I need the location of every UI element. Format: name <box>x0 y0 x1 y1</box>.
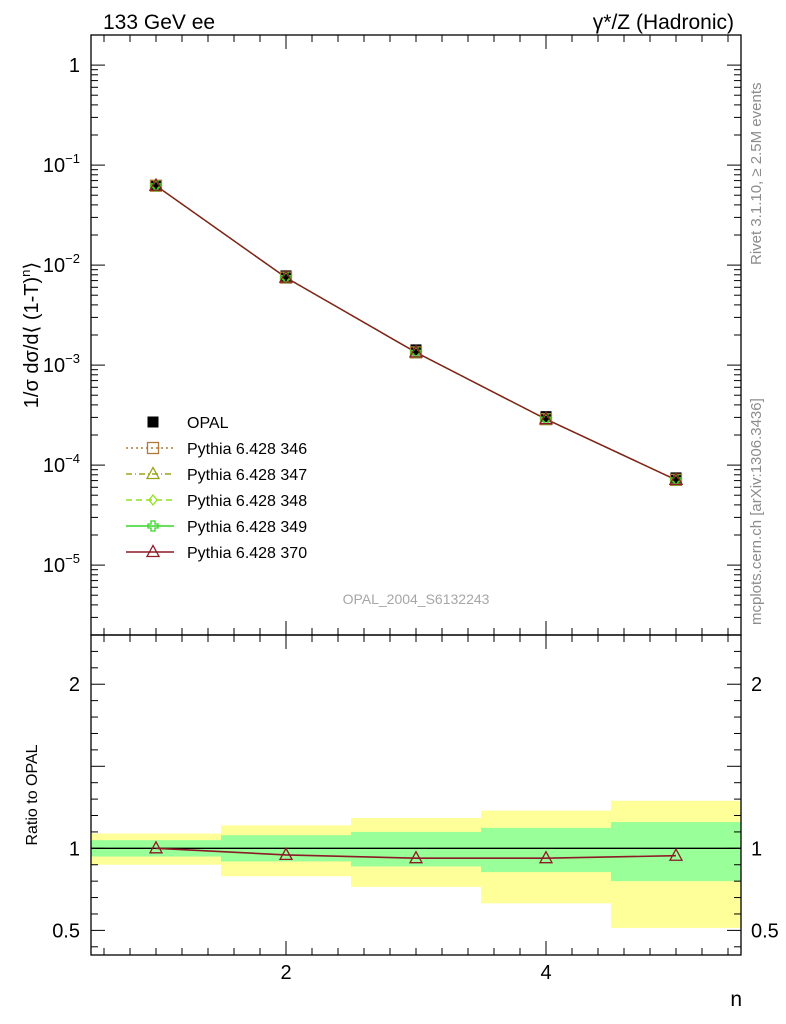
data-point-s0-1 <box>280 270 292 282</box>
ratio-y-tick-label-right: 1 <box>751 838 762 860</box>
x-axis-label: n <box>730 988 742 1011</box>
legend-label-1: Pythia 6.428 346 <box>187 441 307 458</box>
x-tick-label: 2 <box>280 962 291 984</box>
y-tick-label: 10−2 <box>43 251 80 277</box>
legend-marker-1 <box>146 441 160 455</box>
series-line-1 <box>155 185 677 481</box>
rivet-version-text: Rivet 3.1.10, ≥ 2.5M events <box>748 83 765 266</box>
data-point-s0-3 <box>540 411 552 423</box>
series-line-3 <box>155 185 677 481</box>
series-line-5 <box>155 185 677 481</box>
main-y-axis-label-sup: n <box>18 270 33 277</box>
data-point-s5-0 <box>148 177 164 191</box>
green-band-bin <box>351 831 481 867</box>
green-band-bin <box>481 827 611 873</box>
y-tick-label-base: 1 <box>69 55 80 77</box>
main-y-axis-label: 1/σ dσ/d⟨ (1-T)n⟩ <box>18 262 43 408</box>
legend-label-5: Pythia 6.428 370 <box>187 545 307 562</box>
legend: OPAL Pythia 6.428 346 Pythia 6.428 347 Pyth… <box>126 415 307 562</box>
y-tick-label-base: 10 <box>43 255 65 277</box>
ratio-point-0-4 <box>668 847 684 861</box>
legend-label-4: Pythia 6.428 349 <box>187 519 307 536</box>
data-point-s5-4 <box>668 471 684 486</box>
y-tick-label-exp: −4 <box>65 451 80 466</box>
y-tick-label: 10−5 <box>43 551 80 577</box>
y-tick-label-exp: −5 <box>65 551 80 566</box>
ratio-point-0-1 <box>278 847 294 861</box>
green-band-bin <box>611 822 741 882</box>
legend-label-0: OPAL <box>187 415 229 432</box>
y-tick-label: 10−3 <box>43 351 80 377</box>
ratio-y-tick-label-left: 1 <box>69 838 80 860</box>
y-tick-label-base: 10 <box>43 155 65 177</box>
ratio-point-0-3 <box>538 850 554 864</box>
y-tick-label: 1 <box>69 55 80 77</box>
y-tick-label-exp: −3 <box>65 351 80 366</box>
ratio-plot-panel: 0.5 0.5 1 1 2 2 2 4 Ratio to OPAL n <box>24 634 779 1011</box>
y-tick-label-exp: −1 <box>65 151 80 166</box>
legend-marker-4 <box>147 520 159 532</box>
legend-marker-3 <box>148 493 158 507</box>
main-y-axis-label-part2: ⟩ <box>21 262 43 270</box>
y-tick-label-base: 10 <box>43 455 65 477</box>
mcplots-credit-text: mcplots.cern.ch [arXiv:1306.3436] <box>748 398 765 625</box>
ratio-point-0-2 <box>408 850 424 864</box>
x-tick-label: 4 <box>540 962 551 984</box>
ratio-point-0-0 <box>148 840 164 854</box>
legend-label-3: Pythia 6.428 348 <box>187 493 307 510</box>
legend-marker-2 <box>145 466 161 480</box>
data-point-s0-0 <box>150 180 162 192</box>
data-point-s5-3 <box>538 411 554 425</box>
main-y-axis-label-part1: 1/σ dσ/d⟨ (1-T) <box>21 277 43 408</box>
header-right: γ*/Z (Hadronic) <box>593 11 734 34</box>
legend-label-2: Pythia 6.428 347 <box>187 467 307 484</box>
y-tick-label: 10−1 <box>43 151 80 177</box>
series-line-4 <box>155 185 677 481</box>
header-left: 133 GeV ee <box>103 11 215 34</box>
legend-marker-0 <box>147 416 159 428</box>
ratio-y-tick-label-left: 2 <box>69 674 80 696</box>
data-point-s5-1 <box>278 269 294 283</box>
data-point-s0-2 <box>410 344 422 356</box>
data-point-s5-2 <box>408 344 424 358</box>
analysis-watermark: OPAL_2004_S6132243 <box>343 591 490 607</box>
y-tick-label-base: 10 <box>43 555 65 577</box>
data-point-s0-4 <box>670 472 682 484</box>
legend-marker-5 <box>145 544 161 558</box>
ratio-y-axis-label: Ratio to OPAL <box>24 744 41 845</box>
ratio-y-tick-label-right: 2 <box>751 674 762 696</box>
ratio-y-tick-label-left: 0.5 <box>52 920 80 942</box>
y-tick-label: 10−4 <box>43 451 80 477</box>
ratio-line-0 <box>155 847 677 859</box>
ratio-y-tick-label-right: 0.5 <box>751 920 779 942</box>
series-line-2 <box>155 185 677 481</box>
y-tick-label-base: 10 <box>43 355 65 377</box>
y-tick-label-exp: −2 <box>65 251 80 266</box>
